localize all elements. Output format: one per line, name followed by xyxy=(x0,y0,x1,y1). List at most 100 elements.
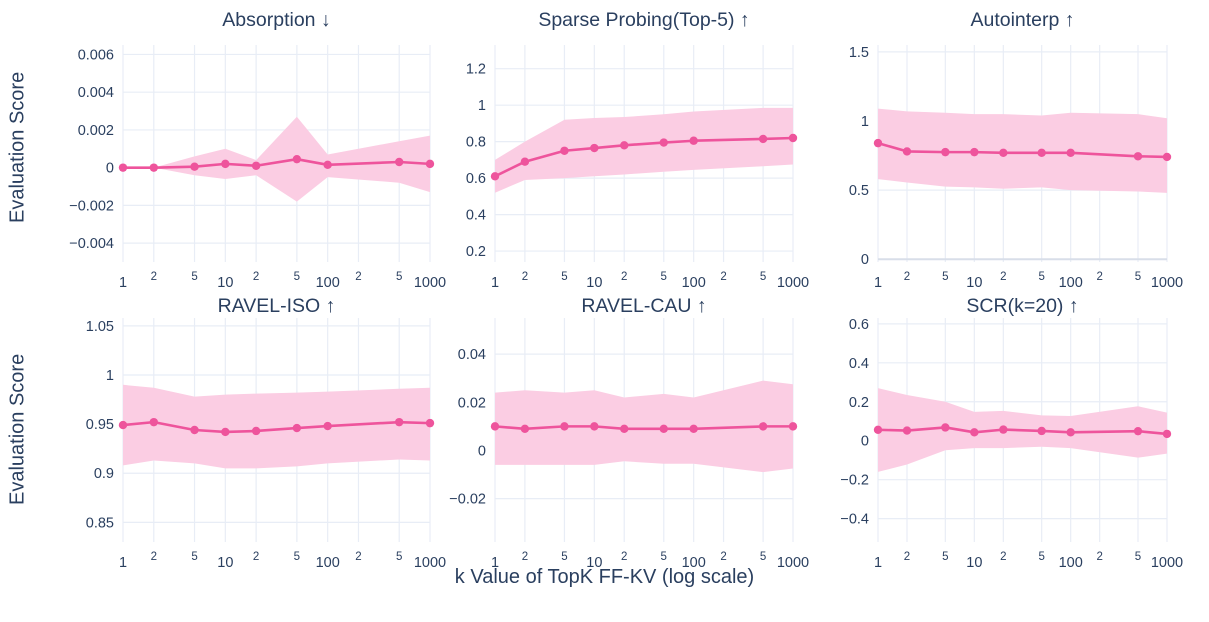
x-tick-label: 1000 xyxy=(414,555,446,571)
data-point xyxy=(620,141,629,150)
plot-title-ravel-cau: RAVEL-CAU ↑ xyxy=(581,295,706,317)
plot-title-scr: SCR(k=20) ↑ xyxy=(966,295,1078,317)
y-tick-label: 1.5 xyxy=(849,45,869,61)
plot-area: 0.04 0.02 0 −0.02 1 2 5 10 2 5 100 2 5 1000 xyxy=(449,318,809,571)
x-tick-label: 100 xyxy=(682,275,706,291)
y-tick-label: 1.2 xyxy=(466,62,486,78)
x-tick-label: 1000 xyxy=(777,555,809,571)
data-point xyxy=(590,143,599,153)
y-tick-label: 0.4 xyxy=(466,208,486,224)
plot-area: 1.2 1 0.8 0.6 0.4 0.2 1 2 5 10 2 5 100 2 5 1000 xyxy=(466,45,809,291)
data-point xyxy=(659,138,668,147)
x-tick-label: 1 xyxy=(119,555,127,571)
x-tick-label: 2 xyxy=(1096,551,1102,563)
subplot-absorption: 0.006 0.004 0.002 0 −0.002 −0.004 1 2 5 10 2 5 100 2 5… xyxy=(69,9,446,291)
confidence-band xyxy=(123,116,430,202)
plot-area: 0.6 0.4 0.2 0 −0.2 −0.4 1 2 5 10 2 5 100 2 5 1000 xyxy=(840,317,1183,571)
y-tick-label: 0.85 xyxy=(86,515,114,531)
x-tick-label: 5 xyxy=(942,551,948,563)
plot-title-sparse-probing: Sparse Probing(Top-5) ↑ xyxy=(538,9,749,31)
subplot-ravel-cau: 0.04 0.02 0 −0.02 1 2 5 10 2 5 100 2 5 1000 RAVEL-CAU… xyxy=(449,295,809,571)
confidence-band xyxy=(878,108,1167,193)
plot-title-absorption: Absorption ↓ xyxy=(222,9,330,31)
y-tick-label: 0.004 xyxy=(78,85,114,101)
y-axis-title-row1: Evaluation Score xyxy=(6,71,29,223)
x-tick-label: 5 xyxy=(661,271,667,283)
data-point xyxy=(1037,426,1046,436)
data-point xyxy=(620,424,629,433)
y-tick-label: −0.02 xyxy=(449,492,486,508)
x-tick-label: 2 xyxy=(253,271,259,283)
x-tick-label: 2 xyxy=(253,551,259,563)
data-point xyxy=(520,157,530,166)
x-tick-label: 5 xyxy=(294,271,300,283)
y-tick-label: 0.4 xyxy=(849,356,869,372)
x-tick-label: 100 xyxy=(1059,555,1083,571)
y-tick-label: 0.2 xyxy=(466,244,486,260)
x-tick-label: 5 xyxy=(661,551,667,563)
data-point xyxy=(251,426,261,436)
x-tick-label: 5 xyxy=(561,271,567,283)
x-tick-label: 10 xyxy=(217,275,233,291)
y-tick-label: 0.9 xyxy=(94,466,114,482)
y-tick-label: 0 xyxy=(106,161,114,177)
x-tick-label: 100 xyxy=(1059,275,1083,291)
data-point xyxy=(873,138,883,148)
y-tick-label: 1 xyxy=(861,114,869,130)
x-tick-label: 100 xyxy=(682,555,706,571)
subplot-scr: 0.6 0.4 0.2 0 −0.2 −0.4 1 2 5 10 2 5 100 2 5 1000 SCR(k… xyxy=(840,295,1183,571)
data-point xyxy=(560,146,569,155)
y-tick-label: −0.4 xyxy=(840,512,869,528)
data-point xyxy=(970,147,979,157)
x-tick-label: 10 xyxy=(586,555,602,571)
data-point xyxy=(394,417,404,427)
confidence-band xyxy=(495,107,793,193)
data-point xyxy=(1162,152,1172,162)
data-point xyxy=(292,154,302,164)
x-tick-label: 2 xyxy=(720,271,726,283)
y-tick-label: 0.04 xyxy=(458,347,486,363)
data-point xyxy=(118,420,128,430)
x-tick-label: 1000 xyxy=(414,275,446,291)
data-point xyxy=(323,421,332,431)
y-tick-label: 0.95 xyxy=(86,417,114,433)
y-tick-label: 1 xyxy=(106,368,114,384)
data-point xyxy=(970,428,979,437)
data-point xyxy=(1037,148,1046,158)
y-tick-label: 1 xyxy=(478,98,486,114)
plot-area: 1.510.501 2 5 10 2 5 100 2 5 1000 xyxy=(849,45,1183,291)
subplot-autointerp: 1.510.501 2 5 10 2 5 100 2 5 1000 Autointerp ↑ xyxy=(849,9,1183,291)
x-tick-label: 2 xyxy=(621,551,627,563)
data-point xyxy=(941,423,950,432)
x-tick-label: 1000 xyxy=(777,275,809,291)
x-tick-label: 1 xyxy=(491,555,499,571)
data-point xyxy=(1162,429,1172,439)
x-tick-label: 5 xyxy=(1135,551,1141,563)
x-tick-label: 5 xyxy=(396,271,402,283)
y-tick-label: 0.6 xyxy=(849,317,869,333)
data-point xyxy=(689,424,698,433)
x-tick-label: 1 xyxy=(119,275,127,291)
x-tick-label: 5 xyxy=(760,271,766,283)
confidence-band xyxy=(123,384,430,469)
data-point xyxy=(1066,148,1075,158)
data-point xyxy=(149,163,159,172)
x-tick-label: 1 xyxy=(874,555,882,571)
data-point xyxy=(788,133,798,143)
plot-area: 1.05 1 0.95 0.9 0.85 1 2 5 10 2 5 100 2 5 1000 xyxy=(86,318,446,571)
y-tick-label: −0.2 xyxy=(840,473,869,489)
x-tick-label: 2 xyxy=(151,271,157,283)
x-tick-label: 100 xyxy=(316,555,340,571)
y-tick-label: −0.004 xyxy=(69,236,114,252)
data-point xyxy=(788,422,798,431)
data-point xyxy=(590,422,599,431)
data-point xyxy=(190,425,199,435)
data-point xyxy=(758,134,768,144)
x-tick-label: 1000 xyxy=(1151,275,1183,291)
data-point xyxy=(490,172,500,181)
data-point xyxy=(149,417,159,427)
data-point xyxy=(758,422,768,431)
data-point xyxy=(999,425,1008,434)
plot-title-ravel-iso: RAVEL-ISO ↑ xyxy=(218,295,336,317)
data-point xyxy=(520,424,530,433)
